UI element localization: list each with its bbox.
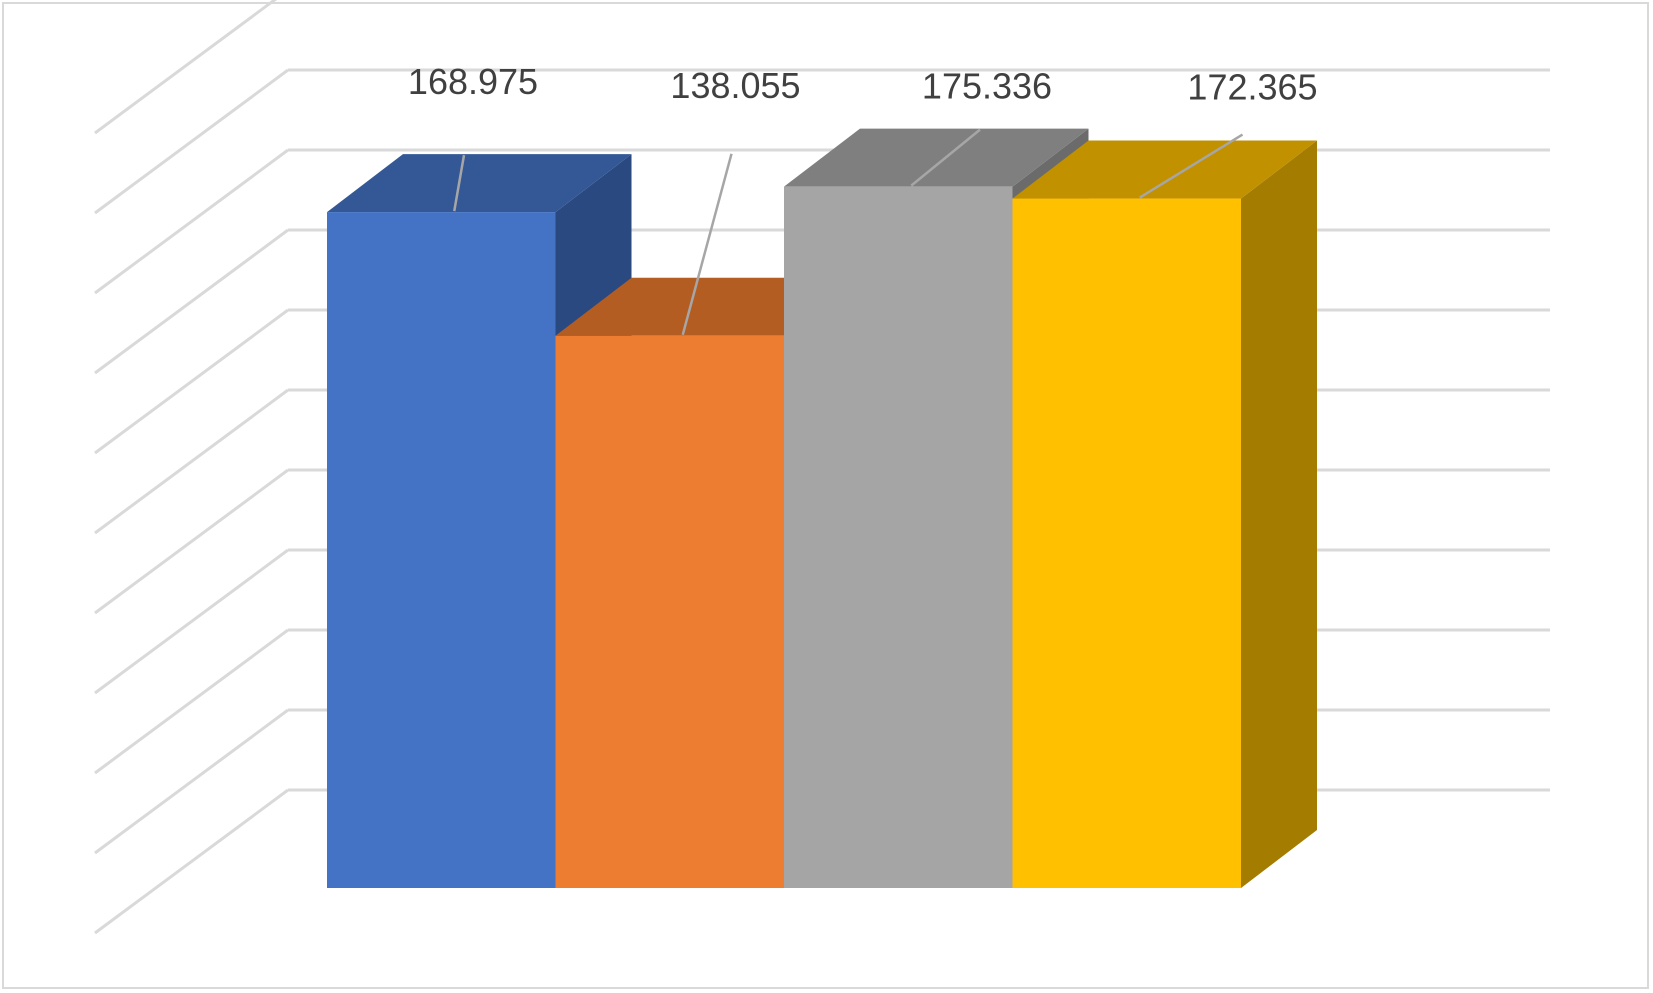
- gridline-diagonal: [94, 148, 289, 295]
- gridline-diagonal: [94, 628, 289, 775]
- bar-side: [1241, 140, 1317, 889]
- bar-top: [1012, 140, 1317, 199]
- gridline-diagonal: [94, 388, 289, 535]
- gridline-diagonal: [94, 548, 289, 695]
- gridline-diagonal: [94, 788, 289, 935]
- leader-line: [453, 154, 466, 212]
- data-label: 172.365: [1187, 67, 1317, 108]
- bars: [327, 128, 1317, 889]
- bar-top: [327, 154, 632, 213]
- gridline-diagonal: [94, 228, 289, 375]
- leader-lines: [453, 128, 1244, 336]
- bar-top: [784, 128, 1089, 187]
- data-labels: 168.975 138.055 175.336 172.365: [408, 61, 1318, 107]
- leader-line: [910, 128, 981, 187]
- data-label: 138.055: [670, 65, 800, 106]
- data-label: 175.336: [922, 66, 1052, 107]
- bar: [784, 186, 1013, 888]
- gridline-diagonal: [94, 308, 289, 455]
- gridline-diagonal: [94, 68, 289, 215]
- gridline-diagonal: [94, 708, 289, 855]
- gridline-diagonal: [94, 468, 289, 615]
- leader-line: [1139, 133, 1244, 199]
- bar-top: [555, 277, 860, 336]
- bar: [1012, 198, 1241, 889]
- gridline-diagonal: [94, 0, 278, 135]
- bar: [327, 212, 556, 889]
- data-label: 168.975: [408, 61, 538, 102]
- leader-line: [681, 153, 733, 336]
- bar: [555, 335, 784, 888]
